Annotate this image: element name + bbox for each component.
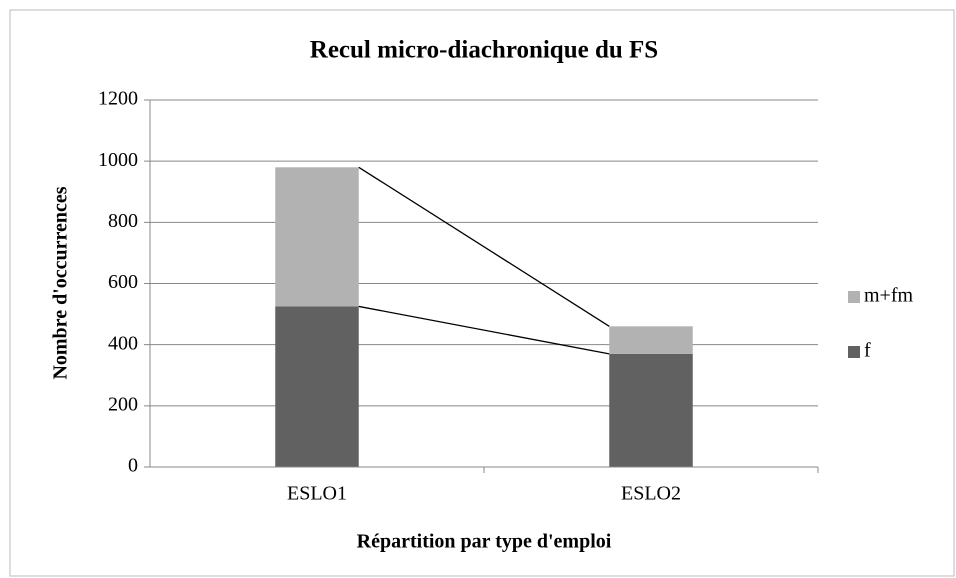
bar-segment bbox=[275, 306, 359, 467]
series-line bbox=[358, 305, 610, 355]
y-tick-label: 800 bbox=[108, 210, 138, 232]
chart-border bbox=[9, 9, 955, 577]
y-tick-label: 1200 bbox=[98, 88, 138, 110]
x-axis-title: Répartition par type d'emploi bbox=[357, 531, 612, 553]
series-line bbox=[358, 166, 610, 327]
bar-segment bbox=[609, 326, 693, 354]
legend-label: f bbox=[864, 340, 871, 362]
legend-label: m+fm bbox=[864, 285, 913, 307]
legend-swatch bbox=[848, 291, 860, 303]
legend-swatch bbox=[848, 346, 860, 358]
bar-segment bbox=[275, 167, 359, 307]
x-tick-label: ESLO2 bbox=[621, 483, 681, 505]
y-tick-label: 600 bbox=[108, 271, 138, 293]
bar-segment bbox=[609, 353, 693, 467]
y-tick-label: 400 bbox=[108, 332, 138, 354]
y-tick-label: 1000 bbox=[98, 149, 138, 171]
x-tick-label: ESLO1 bbox=[287, 483, 347, 505]
chart-title: Recul micro-diachronique du FS bbox=[310, 37, 658, 64]
y-tick-label: 0 bbox=[128, 455, 138, 477]
y-axis-title: Nombre d'occurrences bbox=[50, 186, 72, 379]
y-tick-label: 200 bbox=[108, 393, 138, 415]
